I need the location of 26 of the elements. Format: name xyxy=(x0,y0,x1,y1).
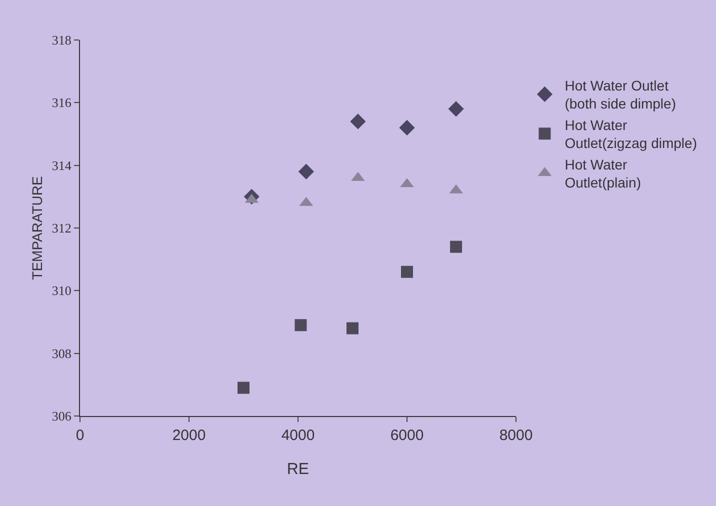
point xyxy=(350,114,366,130)
y-tick-label: 306 xyxy=(52,408,72,424)
point xyxy=(401,266,413,278)
y-tick-label: 312 xyxy=(52,220,72,236)
y-tick-label: 318 xyxy=(52,32,72,48)
point xyxy=(294,319,307,332)
x-tick-label: 4000 xyxy=(281,427,315,444)
legend-label: Hot Water Outlet(plain) xyxy=(564,156,641,191)
point xyxy=(238,382,250,394)
y-tick-label: 314 xyxy=(52,158,72,173)
point xyxy=(450,240,462,253)
legend-label: Hot Water Outlet (both side dimple) xyxy=(564,78,676,112)
point xyxy=(399,120,415,136)
point xyxy=(448,101,464,117)
point xyxy=(346,322,358,334)
x-tick-label: 0 xyxy=(76,427,84,444)
y-tick-label: 316 xyxy=(52,95,72,110)
y-tick-label: 310 xyxy=(52,283,72,298)
legend-label: Hot Water Outlet(zigzag dimple) xyxy=(564,116,697,152)
x-tick-label: 6000 xyxy=(390,427,424,444)
point xyxy=(298,164,314,180)
x-tick-label: 8000 xyxy=(499,427,533,444)
y-axis-title: TEMPARATURE xyxy=(29,176,45,280)
x-axis-title: RE xyxy=(286,461,310,478)
x-tick-label: 2000 xyxy=(172,427,206,444)
y-tick-label: 308 xyxy=(52,346,72,361)
